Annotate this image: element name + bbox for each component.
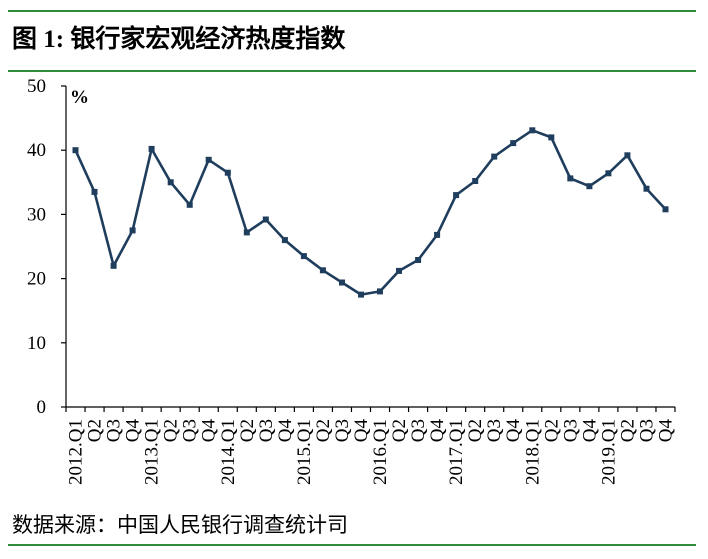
x-tick-label: Q3 xyxy=(636,419,657,442)
data-point xyxy=(110,262,117,269)
x-tick-label: 2018.Q1 xyxy=(522,419,543,485)
data-point xyxy=(300,253,307,260)
y-axis-ticks: 0 10 20 30 40 50 xyxy=(27,76,66,418)
figure-title: 图 1: 银行家宏观经济热度指数 xyxy=(12,26,346,53)
data-point xyxy=(453,192,460,199)
data-point xyxy=(167,179,174,186)
data-point xyxy=(243,229,250,236)
data-point xyxy=(377,288,383,295)
x-tick-label: Q3 xyxy=(560,419,581,442)
y-tick-label: 40 xyxy=(27,140,46,161)
x-tick-label: Q3 xyxy=(180,419,201,442)
x-tick-label: Q4 xyxy=(351,419,372,443)
data-point xyxy=(472,178,479,184)
x-tick-label: Q4 xyxy=(199,419,220,443)
y-tick-label: 30 xyxy=(27,204,46,225)
data-point xyxy=(415,257,422,263)
x-tick-label: Q2 xyxy=(85,419,106,442)
x-tick-label: Q2 xyxy=(617,419,638,442)
data-point xyxy=(548,134,555,141)
x-tick-label: Q2 xyxy=(541,419,562,442)
x-tick-label: Q3 xyxy=(408,419,429,442)
data-point xyxy=(262,216,269,223)
y-tick-label: 10 xyxy=(27,333,46,354)
data-point xyxy=(148,145,155,152)
data-point xyxy=(586,183,593,190)
y-tick-label: 20 xyxy=(27,269,46,290)
x-tick-label: Q3 xyxy=(256,419,277,442)
bottom-rule xyxy=(8,544,696,546)
data-point xyxy=(491,153,498,160)
x-tick-label: 2019.Q1 xyxy=(598,419,619,485)
data-point xyxy=(624,152,631,159)
x-tick-label: Q4 xyxy=(579,419,600,443)
data-point xyxy=(529,127,536,134)
x-tick-label: Q4 xyxy=(503,419,524,443)
data-point xyxy=(281,237,288,244)
x-tick-label: Q3 xyxy=(104,419,125,442)
data-point xyxy=(72,147,79,154)
x-tick-label: 2012.Q1 xyxy=(66,419,87,485)
x-tick-label: Q2 xyxy=(313,419,334,442)
y-tick-label: 0 xyxy=(37,397,47,418)
x-tick-label: 2013.Q1 xyxy=(142,419,163,485)
x-tick-label: 2016.Q1 xyxy=(370,419,391,485)
data-point xyxy=(643,185,650,192)
x-tick-label: Q2 xyxy=(237,419,258,442)
x-tick-label: Q4 xyxy=(123,419,144,443)
x-tick-label: Q4 xyxy=(427,419,448,443)
data-point xyxy=(224,169,231,176)
data-point xyxy=(396,267,402,274)
data-point xyxy=(434,231,441,238)
data-point xyxy=(567,175,574,182)
data-point xyxy=(339,279,345,286)
data-point xyxy=(129,227,136,234)
title-rule xyxy=(8,70,696,72)
data-point xyxy=(91,188,98,195)
x-tick-label: Q2 xyxy=(465,419,486,442)
unit-label: % xyxy=(70,87,89,108)
x-axis-ticks: 2012.Q1Q2Q3Q42013.Q1Q2Q3Q42014.Q1Q2Q3Q42… xyxy=(65,407,676,485)
x-tick-label: Q2 xyxy=(389,419,410,442)
data-point xyxy=(358,291,364,298)
x-tick-label: 2017.Q1 xyxy=(446,419,467,485)
data-point xyxy=(319,267,326,274)
x-tick-label: Q3 xyxy=(484,419,505,442)
data-point xyxy=(205,156,212,163)
data-point xyxy=(186,201,193,208)
data-point xyxy=(662,206,669,213)
x-tick-label: Q2 xyxy=(161,419,182,442)
source-note: 数据来源：中国人民银行调查统计司 xyxy=(12,513,348,537)
top-rule xyxy=(8,10,696,12)
data-point xyxy=(605,170,612,177)
series-points xyxy=(72,127,669,298)
y-tick-label: 50 xyxy=(27,76,46,97)
x-tick-label: Q4 xyxy=(655,419,676,443)
chart-axes xyxy=(65,86,675,408)
x-tick-label: 2014.Q1 xyxy=(218,419,239,485)
x-tick-label: Q4 xyxy=(275,419,296,443)
x-tick-label: 2015.Q1 xyxy=(294,419,315,485)
x-tick-label: Q3 xyxy=(332,419,353,442)
series-line xyxy=(74,129,667,296)
data-point xyxy=(510,140,517,147)
